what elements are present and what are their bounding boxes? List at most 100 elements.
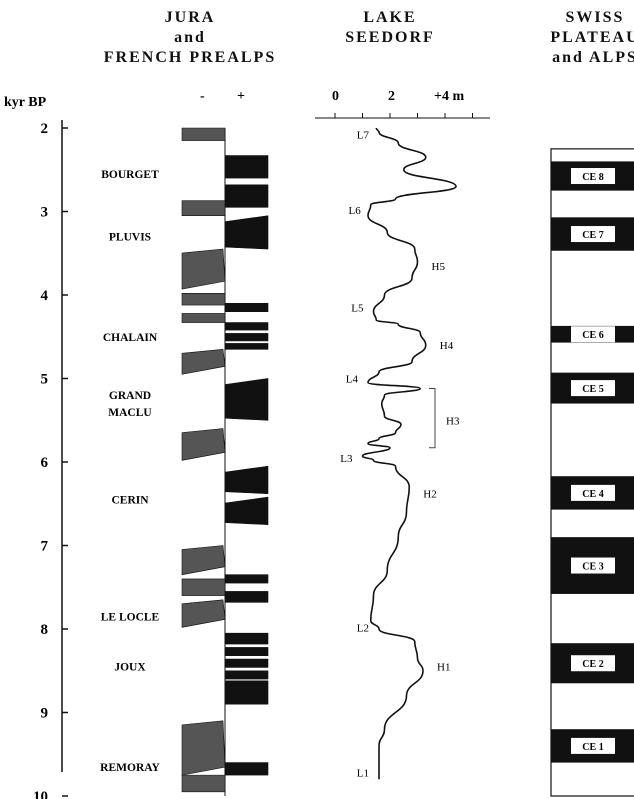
ce-event-label: CE 6 [582,330,603,341]
axis-unit-label: kyr BP [4,95,47,110]
swiss-header-line-3: and ALPS [552,49,634,66]
seedorf-level-label: H3 [446,415,460,427]
swiss-column: CE 8 CE 7 CE 6 CE 5 CE 4 CE 3 CE 2 CE 1 [550,148,634,797]
ce-event-label: CE 1 [582,742,603,753]
jura-plus-block [224,496,269,525]
jura-phase-label: REMORAY [100,762,160,774]
age-tick-label: 8 [41,622,49,638]
age-tick-label: 4 [41,288,49,304]
age-tick-label: 7 [41,539,49,555]
level-tick-4: +4 m [434,89,464,104]
age-tick-label: 3 [41,205,49,221]
ce-event-label: CE 2 [582,659,603,670]
age-tick-label: 2 [41,121,49,137]
swiss-header-line-2: PLATEAU [550,29,634,46]
jura-plus-block [224,670,269,680]
jura-plus-block [224,343,269,350]
jura-header-line-2: and [174,29,206,46]
seedorf-level-label: L3 [340,453,353,465]
seedorf-level-label: L2 [357,622,369,634]
ce-event-label-box [571,557,615,574]
ce-event-label-box [571,380,615,397]
seedorf-header-line-2: SEEDORF [345,29,435,46]
ce-event-label-box [571,326,615,343]
jura-plus-block [224,647,269,657]
jura-minus-block [181,720,226,776]
seedorf-level-label: L7 [357,130,370,142]
jura-phase-label: LE LOCLE [101,611,160,623]
seedorf-column: L7 L6 H5 L5 H4 L4 H3 L3 H2 L2 H1 L1 [315,113,490,780]
ce-event-label: CE 8 [582,172,603,183]
h3-bracket [429,388,436,449]
jura-plus-block [224,632,269,645]
jura-phase-label: PLUVIS [109,232,151,244]
swiss-column-frame [550,148,634,797]
level-tick-0: 0 [332,89,339,104]
seedorf-level-curve [361,127,457,780]
jura-plus-block [224,591,269,603]
jura-plus-block [224,762,269,776]
ce-event-label-box [571,168,615,185]
jura-header-line-3: FRENCH PREALPS [103,49,277,66]
jura-plus-block [224,184,269,208]
age-tick-label: 6 [41,455,49,471]
seedorf-level-label: L4 [346,374,359,386]
jura-header-line-1: JURA [164,9,216,26]
jura-minus-block [181,248,226,290]
seedorf-header: LAKE SEEDORF [330,8,450,48]
jura-plus-block [224,574,269,584]
jura-minus-block [181,200,226,216]
jura-minus-block [181,578,226,596]
seedorf-level-label: H4 [440,340,454,352]
ce-event-label: CE 4 [582,489,603,500]
age-axis: 2 3 4 5 6 7 8 9 10 [33,120,68,799]
swiss-header: SWISS PLATEAU and ALPS [540,8,634,68]
jura-plus-block [224,333,269,342]
seedorf-header-line-1: LAKE [363,9,417,26]
ce-event-label-box [571,737,615,754]
jura-plus-block [224,680,269,705]
jura-minus-block [181,127,226,141]
jura-minus-block [181,348,226,375]
jura-minus-block [181,545,226,576]
age-tick-label: 9 [41,706,49,722]
jura-header: JURA and FRENCH PREALPS [95,8,285,68]
jura-phase-label: CHALAIN [103,332,158,344]
jura-plus-block [224,215,269,250]
jura-plus-block [224,465,269,495]
age-tick-label: 10 [33,789,48,799]
ce-event-label-box [571,655,615,672]
seedorf-level-label: H1 [437,662,450,674]
jura-minus-block [181,599,226,628]
jura-minus-block [181,428,226,461]
jura-minus-block [181,293,226,306]
jura-plus-label: + [237,89,245,104]
age-tick-label: 5 [41,372,49,388]
ce-event-label: CE 7 [582,230,603,241]
level-tick-2: 2 [388,89,395,104]
ce-event-label-box [571,226,615,243]
jura-minus-block [181,313,226,323]
jura-minus-block [181,774,226,793]
seedorf-level-label: L6 [349,205,362,217]
jura-plus-block [224,322,269,331]
swiss-header-line-1: SWISS [565,9,625,26]
jura-phase-label: JOUX [114,662,146,674]
seedorf-level-label: L1 [357,768,369,780]
jura-plus-block [224,658,269,668]
jura-plus-block [224,303,269,313]
ce-event-label: CE 3 [582,562,603,573]
jura-phase-label: GRAND [109,390,151,402]
jura-plus-block [224,155,269,179]
ce-event-label: CE 5 [582,384,603,395]
jura-phase-label: CERIN [111,495,149,507]
jura-plus-block [224,378,269,421]
jura-phase-label: MACLU [108,407,152,419]
jura-column: BOURGET PLUVIS CHALAIN GRAND MACLU CERIN LE LO… [100,127,269,796]
seedorf-level-label: L5 [351,303,364,315]
jura-phase-label: BOURGET [101,169,159,181]
ce-event-label-box [571,484,615,501]
jura-minus-label: - [200,89,205,104]
seedorf-level-label: H5 [432,261,446,273]
